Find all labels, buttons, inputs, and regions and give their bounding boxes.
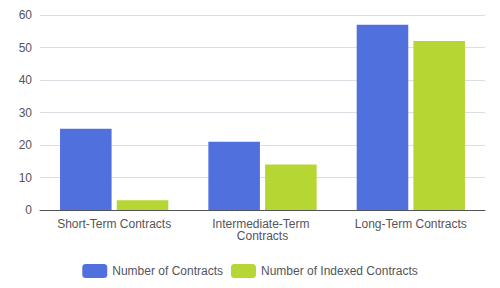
svg-text:40: 40 — [19, 73, 33, 87]
svg-text:60: 60 — [19, 8, 33, 22]
svg-text:30: 30 — [19, 106, 33, 120]
svg-text:Contracts: Contracts — [237, 229, 288, 243]
svg-text:20: 20 — [19, 138, 33, 152]
svg-text:Long-Term Contracts: Long-Term Contracts — [355, 217, 467, 231]
svg-text:Number of Indexed Contracts: Number of Indexed Contracts — [261, 264, 418, 278]
svg-text:0: 0 — [25, 203, 32, 217]
svg-text:10: 10 — [19, 171, 33, 185]
svg-text:Number of Contracts: Number of Contracts — [112, 264, 223, 278]
svg-text:Short-Term Contracts: Short-Term Contracts — [57, 217, 171, 231]
svg-text:Intermediate-Term: Intermediate-Term — [212, 217, 313, 231]
svg-text:50: 50 — [19, 41, 33, 55]
